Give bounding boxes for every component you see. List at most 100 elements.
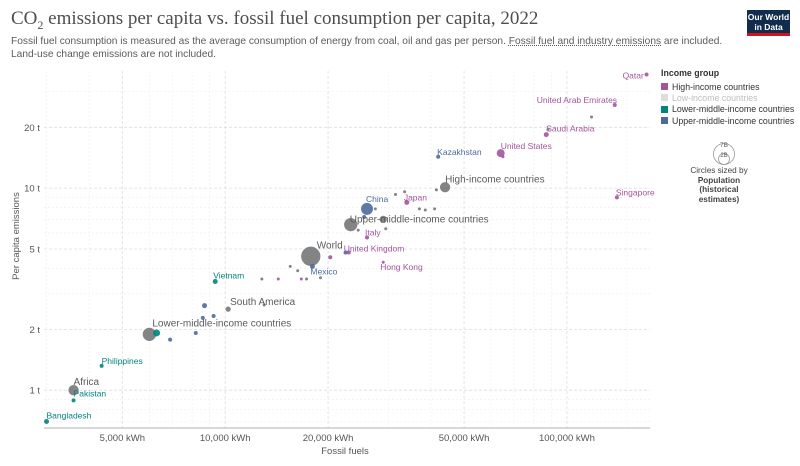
label-united-arab-emirates: United Arab Emirates: [537, 95, 617, 105]
y-tick-label: 5 t: [29, 244, 40, 255]
point[interactable]: [434, 188, 438, 192]
point-hong-kong[interactable]: [381, 260, 385, 264]
point-united-kingdom[interactable]: [346, 250, 351, 255]
x-axis-label: Fossil fuels: [321, 446, 369, 457]
axis-ticks: 5,000 kWh 10,000 kWh 20,000 kWh 50,000 kWh 1…: [24, 123, 650, 444]
label-south-america: South America: [230, 297, 295, 308]
point[interactable]: [328, 255, 333, 260]
point[interactable]: [260, 277, 264, 281]
point[interactable]: [288, 264, 292, 268]
y-axis-label: Per capita emissions: [11, 192, 22, 280]
point-upper-middle-income-countries[interactable]: [343, 217, 359, 232]
legend-item-lower-middle-income[interactable]: Lower-middle-income countries: [661, 104, 794, 115]
point-labels: Qatar United Arab Emirates Saudi Arabia Uni…: [46, 71, 654, 421]
size-legend-small-label: 2B: [720, 153, 727, 159]
label-italy: Italy: [365, 227, 381, 237]
subtitle-link[interactable]: Fossil fuel and industry emissions: [508, 36, 662, 47]
point[interactable]: [262, 303, 266, 307]
point[interactable]: [211, 313, 216, 318]
y-tick-label: 10 t: [24, 184, 40, 195]
x-tick-label: 50,000 kWh: [439, 433, 490, 444]
point[interactable]: [362, 214, 367, 219]
label-lower-middle-income-countries: Lower-middle-income countries: [152, 318, 291, 329]
label-vietnam: Vietnam: [213, 271, 244, 281]
point[interactable]: [590, 115, 594, 119]
x-tick-label: 100,000 kWh: [539, 433, 595, 444]
chart-subtitle: Fossil fuel consumption is measured as t…: [11, 36, 723, 60]
point-south-america[interactable]: [224, 305, 232, 313]
x-tick-label: 5,000 kWh: [100, 433, 145, 444]
point[interactable]: [305, 277, 309, 281]
size-legend: 7B 2B: [713, 142, 735, 165]
gridlines: [44, 71, 650, 428]
legend-swatch: [661, 117, 668, 125]
point-saudi-arabia[interactable]: [543, 132, 549, 138]
point[interactable]: [168, 337, 173, 342]
label-bangladesh: Bangladesh: [46, 410, 91, 420]
y-tick-label: 1 t: [29, 386, 40, 397]
legend-item-high-income[interactable]: High-income countries: [661, 81, 794, 92]
point[interactable]: [417, 207, 421, 211]
point[interactable]: [403, 190, 407, 194]
point-italy[interactable]: [365, 235, 370, 240]
point-kazakhstan[interactable]: [436, 154, 441, 159]
point-pakistan[interactable]: [71, 398, 76, 403]
label-qatar: Qatar: [623, 71, 644, 81]
point-bangladesh[interactable]: [43, 418, 49, 424]
point[interactable]: [501, 155, 505, 159]
point[interactable]: [423, 208, 427, 212]
legend-swatch: [661, 83, 668, 91]
point-mexico[interactable]: [309, 263, 315, 269]
point-qatar[interactable]: [644, 72, 649, 77]
x-tick-label: 10,000 kWh: [200, 433, 251, 444]
point-united-states[interactable]: [496, 149, 505, 158]
label-hong-kong: Hong Kong: [380, 262, 423, 272]
size-legend-circle-small: [718, 153, 730, 165]
point-singapore[interactable]: [614, 195, 619, 200]
chart-title: CO2 emissions per capita vs. fossil fuel…: [11, 8, 539, 32]
point-africa[interactable]: [67, 384, 80, 397]
y-tick-label: 20 t: [24, 123, 40, 134]
legend: Income group High-income countries Low-i…: [661, 68, 794, 126]
point[interactable]: [153, 329, 161, 337]
legend-item-upper-middle-income[interactable]: Upper-middle-income countries: [661, 115, 794, 126]
label-pakistan: Pakistan: [74, 388, 107, 398]
label-united-states: United States: [501, 141, 552, 151]
point[interactable]: [193, 330, 198, 335]
point[interactable]: [200, 315, 205, 320]
point[interactable]: [318, 276, 322, 280]
y-tick-label: 2 t: [29, 325, 40, 336]
legend-item-low-income[interactable]: Low-income countries: [661, 92, 794, 103]
point-philippines[interactable]: [99, 363, 104, 368]
legend-swatch: [661, 105, 668, 113]
point-china[interactable]: [361, 202, 374, 215]
label-world: World: [317, 240, 343, 251]
point[interactable]: [343, 250, 348, 255]
point-high-income-countries[interactable]: [439, 181, 451, 194]
point[interactable]: [546, 128, 550, 132]
point[interactable]: [393, 193, 397, 197]
point[interactable]: [299, 277, 303, 281]
owid-logo[interactable]: Our World in Data: [747, 10, 790, 36]
label-upper-middle-income-countries: Upper-middle-income countries: [350, 215, 489, 226]
points: [43, 72, 649, 424]
label-united-kingdom: United Kingdom: [344, 244, 404, 254]
x-tick-label: 20,000 kWh: [303, 433, 354, 444]
point[interactable]: [296, 269, 300, 273]
point[interactable]: [202, 303, 208, 309]
point[interactable]: [276, 277, 280, 281]
label-china: China: [366, 194, 388, 204]
label-high-income-countries: High-income countries: [445, 174, 545, 185]
point-vietnam[interactable]: [212, 279, 218, 285]
label-kazakhstan: Kazakhstan: [437, 147, 482, 157]
point-united-arab-emirates[interactable]: [612, 102, 617, 107]
point[interactable]: [356, 228, 360, 232]
legend-swatch: [661, 94, 668, 102]
point-japan[interactable]: [404, 199, 410, 205]
point[interactable]: [433, 207, 437, 211]
label-africa: Africa: [74, 377, 100, 388]
point[interactable]: [373, 207, 377, 211]
point[interactable]: [384, 227, 388, 231]
point[interactable]: [378, 215, 388, 224]
